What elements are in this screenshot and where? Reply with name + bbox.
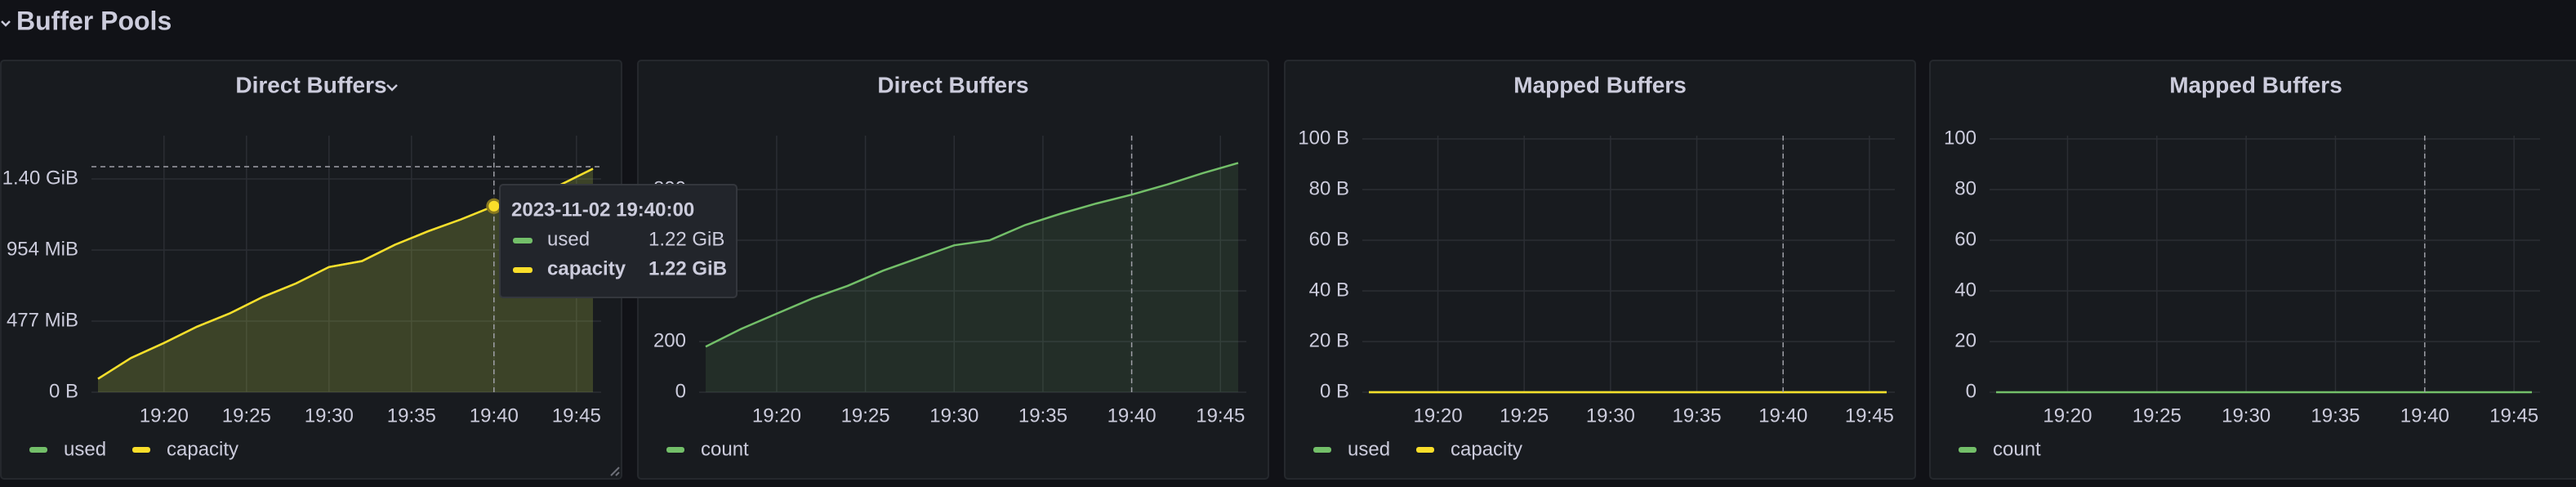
x-tick-label: 19:25 (841, 404, 890, 427)
panel-menu-icon[interactable] (386, 84, 398, 92)
y-tick-label: 0 B (49, 380, 78, 402)
x-tick-label: 19:45 (552, 404, 601, 427)
y-tick-label: 0 (675, 380, 686, 402)
tooltip (499, 184, 738, 298)
y-tick-label: 60 (1954, 228, 1977, 250)
series-line (705, 162, 1239, 348)
tooltip-value: 1.22 GiB (648, 228, 724, 250)
y-tick-label: 100 (1944, 127, 1977, 149)
tooltip-swatch (513, 267, 533, 273)
x-tick-label: 19:40 (470, 404, 519, 427)
x-tick-label: 19:35 (2311, 404, 2360, 427)
legend-label: count (701, 438, 749, 460)
panel-title: Direct Buffers (235, 72, 386, 97)
panel-title: Mapped Buffers (1513, 72, 1687, 97)
legend-label: capacity (167, 438, 238, 460)
resize-handle (610, 467, 620, 476)
tooltip-value: 1.22 GiB (648, 257, 727, 279)
y-tick-label: 20 B (1309, 329, 1349, 351)
x-tick-label: 19:35 (1018, 404, 1067, 427)
x-tick-label: 19:40 (1108, 404, 1157, 427)
y-tick-label: 0 B (1320, 380, 1349, 402)
legend-swatch (29, 447, 47, 453)
tooltip-name: used (547, 228, 590, 250)
y-tick-label: 0 (1966, 380, 1977, 402)
series-area (706, 163, 1238, 392)
row-collapse-icon[interactable] (1, 20, 11, 27)
x-tick-label: 19:30 (1586, 404, 1635, 427)
panels: Direct Buffers 0 B 477 MiB 954 MiB 1.40 GiB 1… (0, 60, 2576, 480)
panel (1929, 60, 2576, 480)
legend-swatch (1416, 447, 1434, 453)
series-area (98, 168, 593, 392)
y-tick-label: 954 MiB (7, 238, 78, 260)
x-tick-label: 19:20 (752, 404, 801, 427)
y-tick-label: 60 B (1309, 228, 1349, 250)
tooltip-name: capacity (547, 257, 626, 279)
x-tick-label: 19:40 (2400, 404, 2449, 427)
series-area (98, 168, 593, 392)
x-tick-label: 19:25 (222, 404, 271, 427)
legend-label: used (64, 438, 106, 460)
x-tick-label: 19:30 (929, 404, 978, 427)
tooltip-time: 2023-11-02 19:40:00 (511, 199, 694, 221)
x-tick-label: 19:20 (140, 404, 189, 427)
panel-title: Mapped Buffers (2169, 72, 2342, 97)
x-tick-label: 19:20 (2043, 404, 2092, 427)
x-tick-label: 19:35 (1673, 404, 1722, 427)
y-tick-label: 40 B (1309, 279, 1349, 301)
x-tick-label: 19:40 (1758, 404, 1807, 427)
x-tick-label: 19:25 (1500, 404, 1549, 427)
y-tick-label: 80 B (1309, 177, 1349, 199)
legend-swatch (666, 447, 684, 453)
panel-title: Direct Buffers (877, 72, 1028, 97)
y-tick-label: 20 (1954, 329, 1977, 351)
y-tick-label: 80 (1954, 177, 1977, 199)
y-tick-label: 40 (1954, 279, 1977, 301)
x-tick-label: 19:30 (305, 404, 354, 427)
legend-label: used (1348, 438, 1390, 460)
y-tick-label: 100 B (1298, 127, 1349, 149)
legend-swatch (132, 447, 150, 453)
legend-swatch (1313, 447, 1331, 453)
x-tick-label: 19:30 (2222, 404, 2271, 427)
x-tick-label: 19:45 (2489, 404, 2538, 427)
x-tick-label: 19:20 (1414, 404, 1463, 427)
y-tick-label: 200 (653, 329, 686, 351)
panel (1284, 60, 1916, 480)
legend-swatch (1959, 447, 1977, 453)
x-tick-label: 19:25 (2133, 404, 2182, 427)
row-title[interactable]: Buffer Pools (16, 6, 172, 35)
legend-label: capacity (1451, 438, 1522, 460)
tooltip-swatch (513, 238, 533, 244)
x-tick-label: 19:35 (387, 404, 436, 427)
hover-point (486, 198, 502, 214)
legend-label: count (1993, 438, 2041, 460)
x-tick-label: 19:45 (1196, 404, 1245, 427)
x-tick-label: 19:45 (1845, 404, 1894, 427)
y-tick-label: 477 MiB (7, 309, 78, 331)
y-tick-label: 1.40 GiB (2, 167, 78, 189)
